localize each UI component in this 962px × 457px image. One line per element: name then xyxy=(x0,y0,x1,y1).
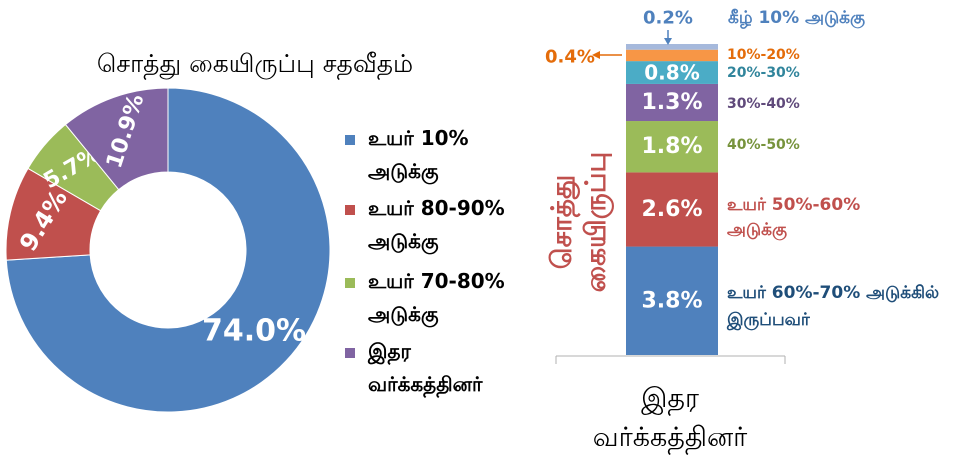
stack-axis-title-line-1: சொத்து xyxy=(545,175,581,269)
stacked-bar-chart: 3.8% 2.6% 1.8% 1.3% 0.8% 0.4% 0.2% xyxy=(545,8,786,364)
donut-legend: உயர் 10% அடுக்கு உயர் 80-90% அடுக்கு உயர் 70… xyxy=(345,126,505,398)
legend-label-1-line-1: உயர் 10% xyxy=(368,126,469,150)
stack-category-label-line-1: இதர xyxy=(641,383,699,416)
stack-segment-1 xyxy=(626,246,718,355)
stack-series-label-6: 10%-20% xyxy=(727,47,800,63)
legend-label-2-line-2: அடுக்கு xyxy=(368,229,439,255)
stack-series-label-2-line-1: உயர் 50%-60% xyxy=(727,195,860,215)
stack-segment-5 xyxy=(626,61,718,84)
stack-segment-4 xyxy=(626,83,718,122)
stack-segment-6 xyxy=(626,49,718,62)
legend-label-3-line-2: அடுக்கு xyxy=(368,302,439,328)
legend-swatch-4 xyxy=(345,348,355,358)
stack-series-label-1-line-2: இருப்பவர் xyxy=(726,310,811,330)
legend-label-1-line-2: அடுக்கு xyxy=(368,159,439,185)
stack-series-label-3: 40%-50% xyxy=(727,137,800,153)
legend-swatch-3 xyxy=(345,278,355,288)
legend-label-4-line-2: வர்க்கத்தினர் xyxy=(368,372,483,398)
stacked-bar-side-labels: உயர் 60%-70% அடுக்கில் இருப்பவர் உயர் 50%-… xyxy=(726,8,939,330)
legend-label-3-line-1: உயர் 70-80% xyxy=(368,269,505,293)
stack-value-label-2: 2.6% xyxy=(641,197,702,222)
stack-series-label-2-line-2: அடுக்கு xyxy=(727,220,787,240)
legend-swatch-2 xyxy=(345,205,355,215)
stack-value-label-4: 1.3% xyxy=(641,90,702,115)
stack-value-label-7: 0.2% xyxy=(643,8,693,29)
stack-series-label-5: 20%-30% xyxy=(727,65,800,81)
stack-arrow-head-6 xyxy=(592,51,600,59)
stack-category-label-line-2: வர்க்கத்தினர் xyxy=(593,422,748,455)
stack-segment-3 xyxy=(626,121,718,173)
stack-value-label-3: 1.8% xyxy=(641,134,702,159)
donut-chart-title: சொத்து கையிருப்பு சதவீதம் xyxy=(97,49,413,80)
stack-segment-2 xyxy=(626,172,718,247)
donut-slice-label-1: 74.0% xyxy=(202,313,306,348)
donut-slice-1 xyxy=(5,87,331,413)
stack-value-label-1: 3.8% xyxy=(641,288,702,313)
stack-arrow-head-7 xyxy=(664,38,672,45)
donut-slice-4 xyxy=(64,87,169,191)
stack-segment-7 xyxy=(626,44,718,50)
stack-series-label-7: கீழ் 10% அடுக்கு xyxy=(728,8,865,28)
legend-label-4-line-1: இதர xyxy=(367,339,411,365)
legend-swatch-1 xyxy=(345,135,355,145)
stack-value-label-5: 0.8% xyxy=(644,61,699,85)
stack-series-label-4: 30%-40% xyxy=(727,96,800,112)
stack-series-label-1-line-1: உயர் 60%-70% அடுக்கில் xyxy=(727,283,939,303)
stack-value-label-6: 0.4% xyxy=(545,47,595,68)
stack-axis-title-line-2: கையிருப்பு xyxy=(579,152,615,293)
donut-chart: 74.0%9.4%5.7%10.9% xyxy=(5,87,331,413)
stack-axis-title-group: சொத்து கையிருப்பு xyxy=(545,152,615,293)
legend-label-2-line-1: உயர் 80-90% xyxy=(368,196,505,220)
